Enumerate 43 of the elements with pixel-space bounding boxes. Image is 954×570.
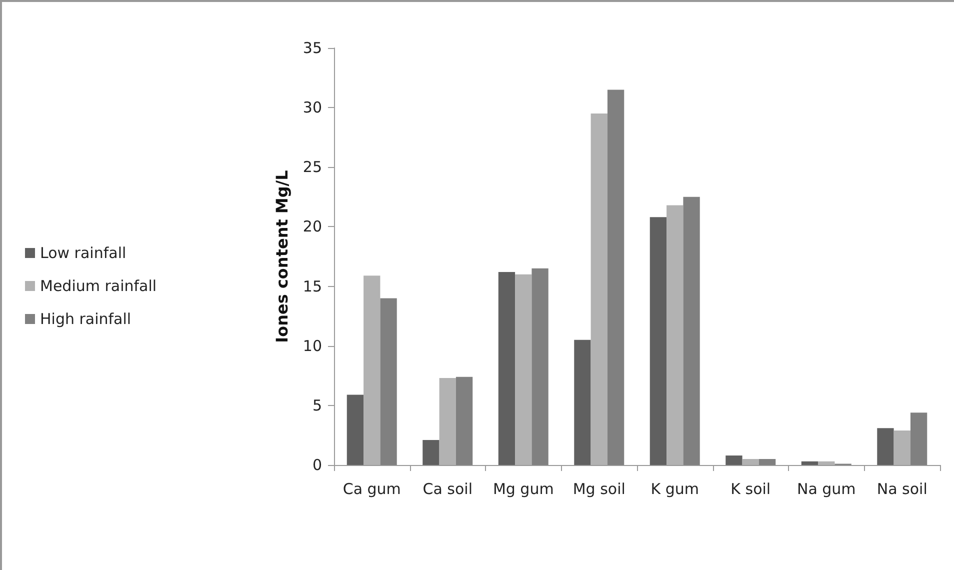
bar <box>439 378 456 465</box>
y-tick-label: 20 <box>302 218 322 236</box>
bar <box>818 461 835 465</box>
x-tick-label: Mg soil <box>572 480 626 498</box>
bar <box>607 90 624 465</box>
y-tick-label: 25 <box>302 158 322 176</box>
x-tick-label: Na gum <box>796 480 856 498</box>
bar <box>380 298 397 465</box>
x-tick-label: Ca gum <box>342 480 401 498</box>
bar <box>758 459 776 465</box>
y-tick-label: 0 <box>312 456 322 474</box>
bar <box>877 428 894 465</box>
bar <box>532 268 548 465</box>
bar <box>650 217 667 465</box>
legend-label: Medium rainfall <box>40 277 157 295</box>
y-tick-label: 5 <box>312 396 322 414</box>
y-tick-label: 10 <box>302 336 322 355</box>
bar <box>742 459 759 465</box>
bar <box>683 196 700 465</box>
y-tick-label: 15 <box>302 277 322 296</box>
bar <box>364 276 380 465</box>
bar <box>666 205 684 465</box>
y-tick-label: 35 <box>302 39 322 57</box>
bar <box>894 430 910 465</box>
x-tick-label: Ca soil <box>422 480 473 498</box>
legend-label: High rainfall <box>40 310 132 328</box>
y-axis-title: Iones content Mg/L <box>272 170 292 343</box>
x-tick-label: K gum <box>650 480 699 498</box>
bar <box>910 412 928 465</box>
bar <box>590 114 608 465</box>
bar <box>574 340 591 465</box>
bar <box>801 461 818 465</box>
bar <box>498 272 516 465</box>
x-tick-label: Mg gum <box>492 480 554 498</box>
bar <box>726 455 742 465</box>
bar <box>346 394 364 465</box>
bar <box>515 274 532 465</box>
x-tick-label: Na soil <box>876 480 928 498</box>
bar <box>456 376 473 465</box>
legend-label: Low rainfall <box>40 244 126 262</box>
y-tick-label: 30 <box>302 98 322 117</box>
bar <box>422 440 440 465</box>
x-tick-label: K soil <box>730 480 771 498</box>
